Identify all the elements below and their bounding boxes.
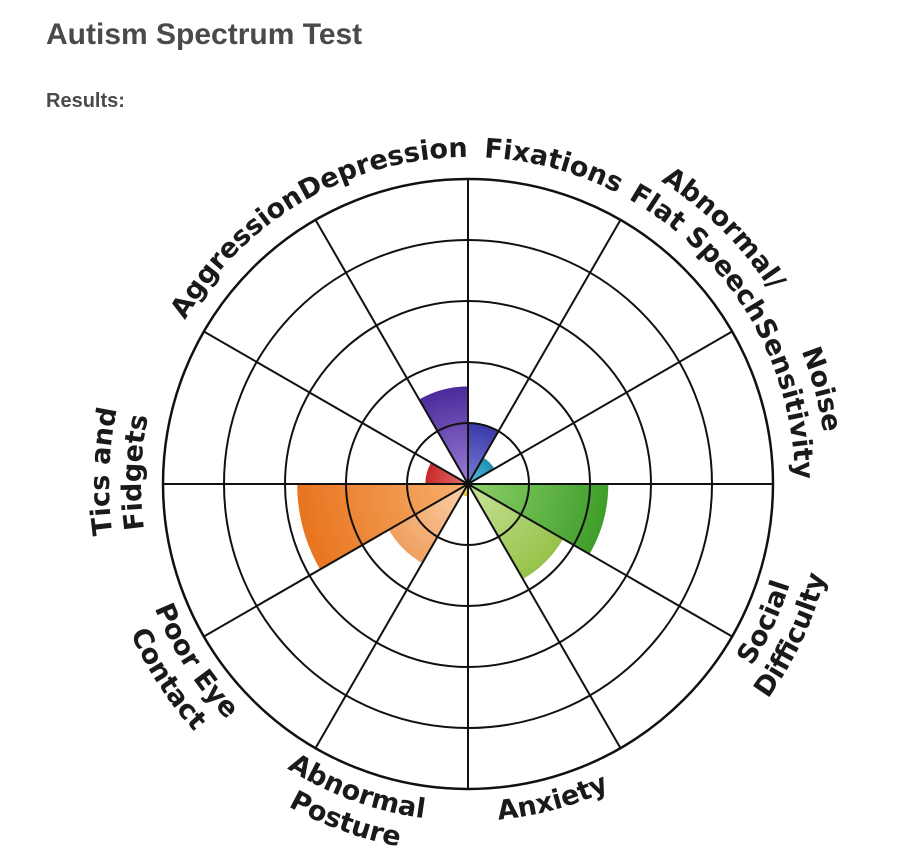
category-label-0-line-0: Fixations bbox=[483, 133, 628, 199]
grid-spoke-10 bbox=[203, 330, 469, 485]
grid-spoke-7 bbox=[314, 483, 469, 749]
wedge-3 bbox=[468, 484, 609, 555]
category-label-2-line-1: Sensitivity bbox=[747, 313, 819, 480]
wedge-7 bbox=[388, 484, 468, 564]
category-label-9-line-0: Depression bbox=[293, 133, 468, 207]
page-title: Autism Spectrum Test bbox=[46, 18, 363, 51]
results-label: Results: bbox=[46, 90, 125, 112]
grid-spoke-1 bbox=[467, 219, 622, 485]
category-label-7-line-1: Fidgets bbox=[117, 412, 155, 532]
chart-wedges bbox=[297, 386, 609, 580]
wedge-11 bbox=[419, 386, 468, 484]
grid-spoke-2 bbox=[467, 330, 733, 485]
chart-grid bbox=[161, 177, 775, 791]
grid-spoke-5 bbox=[467, 483, 622, 749]
wedge-8 bbox=[297, 484, 468, 570]
wedge-4 bbox=[468, 484, 564, 580]
category-label-8-line-0: Aggression bbox=[164, 180, 307, 323]
wedge-1 bbox=[468, 457, 495, 484]
grid-spoke-11 bbox=[314, 219, 469, 485]
wedge-0 bbox=[468, 423, 499, 484]
grid-spoke-4 bbox=[467, 483, 733, 638]
grid-spoke-8 bbox=[203, 483, 469, 638]
